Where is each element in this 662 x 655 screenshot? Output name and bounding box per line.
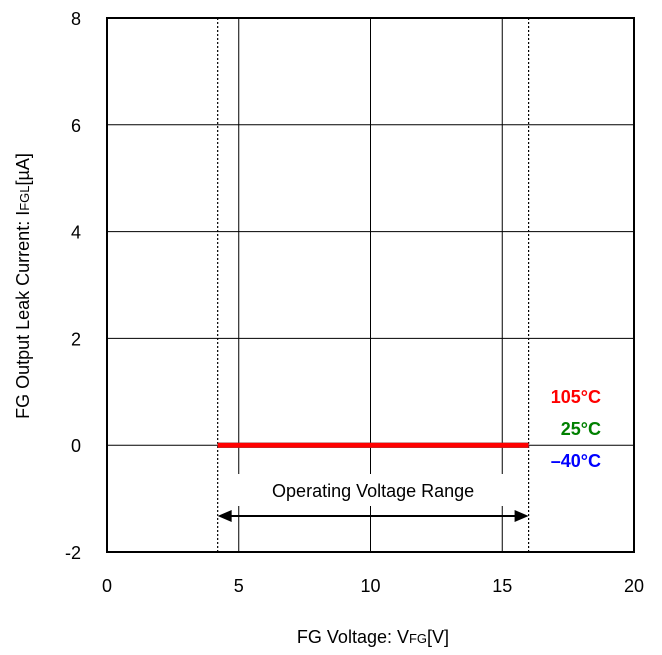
- range-arrow-left-head: [217, 510, 232, 522]
- x-tick-label: 15: [492, 576, 512, 596]
- y-tick-label: 0: [71, 436, 81, 456]
- x-tick-label: 5: [234, 576, 244, 596]
- x-tick-labels: 0 5 10 15 20: [102, 576, 644, 596]
- operating-range: Operating Voltage Range: [217, 18, 530, 552]
- y-tick-label: 8: [71, 9, 81, 29]
- y-tick-label: -2: [65, 543, 81, 563]
- range-label-background: [232, 474, 520, 506]
- series-label: –40°C: [551, 451, 601, 471]
- grid-lines: [107, 18, 634, 552]
- x-tick-label: 0: [102, 576, 112, 596]
- y-axis-title: FG Output Leak Current: IFGL[µA]: [13, 153, 33, 419]
- y-tick-label: 6: [71, 116, 81, 136]
- y-tick-labels: -2 0 2 4 6 8: [65, 9, 81, 563]
- series-label: 105°C: [551, 387, 601, 407]
- range-label: Operating Voltage Range: [272, 481, 474, 501]
- y-tick-label: 2: [71, 329, 81, 349]
- plot-frame: [106, 17, 635, 553]
- range-arrow-right-head: [514, 510, 529, 522]
- series-labels: 105°C 25°C –40°C: [551, 387, 601, 471]
- x-axis-title: FG Voltage: VFG[V]: [297, 627, 449, 647]
- series-label: 25°C: [561, 419, 601, 439]
- x-tick-label: 20: [624, 576, 644, 596]
- y-tick-label: 4: [71, 223, 81, 243]
- x-tick-label: 10: [360, 576, 380, 596]
